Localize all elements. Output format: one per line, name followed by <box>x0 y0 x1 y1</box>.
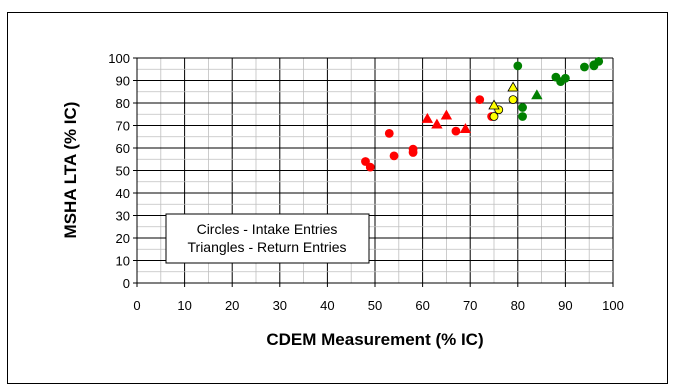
data-point-circle <box>513 61 523 71</box>
data-point-triangle <box>507 81 519 92</box>
x-tick-label: 70 <box>463 298 477 313</box>
data-point-circle <box>561 73 570 83</box>
data-point-circle <box>508 95 518 105</box>
y-tick-label: 60 <box>116 141 130 156</box>
x-tick-label: 0 <box>133 298 140 313</box>
legend-line-1: Circles - Intake Entries <box>197 221 338 237</box>
data-point-circle <box>580 62 589 72</box>
data-point-triangle <box>421 112 434 123</box>
y-tick-label: 30 <box>116 209 130 224</box>
data-point-circle <box>389 151 399 161</box>
y-tick-label: 90 <box>116 74 130 89</box>
legend-box <box>165 213 370 264</box>
data-point-circle <box>489 112 499 121</box>
x-tick-label: 60 <box>415 298 429 313</box>
legend-line-2: Triangles - Return Entries <box>188 239 347 255</box>
x-tick-label: 20 <box>225 298 239 313</box>
x-tick-label: 80 <box>511 298 525 313</box>
data-point-circle <box>518 103 527 112</box>
y-tick-label: 20 <box>116 231 130 246</box>
axes <box>133 57 614 287</box>
x-tick-label: 40 <box>320 298 334 313</box>
y-tick-label: 50 <box>116 164 130 179</box>
y-tick-label: 10 <box>116 254 130 269</box>
x-tick-labels: 0 10 20 30 40 50 60 70 80 90 100 <box>133 298 623 313</box>
y-axis-title: MSHA LTA (% IC) <box>61 102 80 239</box>
y-tick-label: 100 <box>108 51 130 66</box>
data-point-circle <box>589 61 599 71</box>
data-point-circle <box>384 128 394 138</box>
x-tick-label: 30 <box>273 298 287 313</box>
y-tick-labels: 0 10 20 30 40 50 60 70 80 90 100 <box>108 51 130 291</box>
data-point-triangle <box>488 99 500 110</box>
data-point-circle <box>518 112 527 121</box>
chart-frame <box>7 12 668 384</box>
y-tick-label: 0 <box>123 276 130 291</box>
y-tick-label: 80 <box>116 96 130 111</box>
data-point-triangle <box>440 109 453 120</box>
data-point-circle <box>475 95 485 105</box>
x-tick-label: 90 <box>558 298 572 313</box>
data-point-triangle <box>531 89 543 100</box>
x-tick-label: 10 <box>177 298 191 313</box>
legend: Circles - Intake Entries Triangles - Ret… <box>165 213 370 264</box>
data-point-circle <box>361 157 370 166</box>
x-axis-title: CDEM Measurement (% IC) <box>266 330 483 349</box>
data-point-triangle <box>459 123 472 134</box>
x-tick-label: 100 <box>602 298 624 313</box>
data-points <box>361 56 604 172</box>
data-point-circle <box>408 148 418 157</box>
x-tick-label: 50 <box>368 298 382 313</box>
data-point-circle <box>365 162 375 172</box>
y-tick-label: 40 <box>116 186 130 201</box>
data-point-triangle <box>431 118 443 129</box>
data-point-circle <box>451 126 461 136</box>
y-tick-label: 70 <box>116 119 130 134</box>
